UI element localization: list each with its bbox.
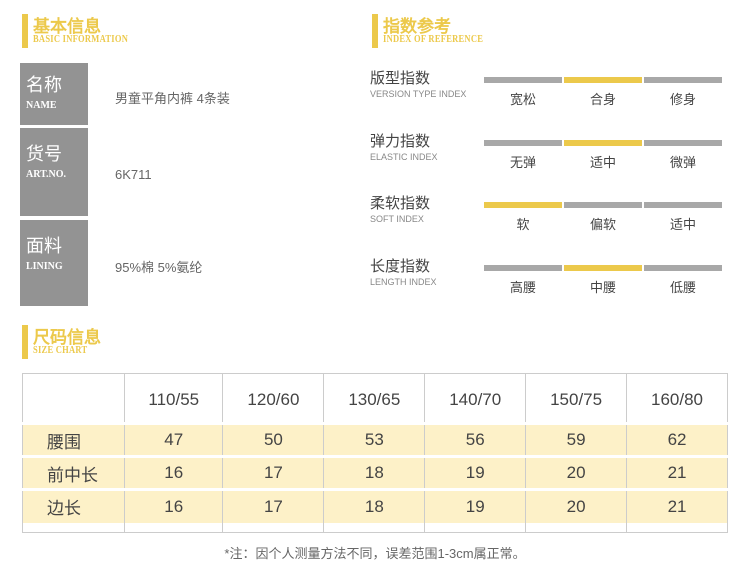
accent-bar	[372, 14, 378, 48]
size-header: 150/75	[525, 373, 627, 424]
art-no-value: 6K711	[115, 167, 152, 182]
index-segment	[644, 140, 722, 146]
index-label-en: VERSION TYPE INDEX	[370, 89, 467, 99]
spacer-row	[23, 522, 728, 533]
index-label: 弹力指数	[370, 133, 431, 150]
index-option: 适中	[589, 155, 616, 170]
cell: 53	[323, 422, 425, 457]
table-row: 前中长 16 17 18 19 20 21	[22, 455, 728, 490]
corner-cell	[23, 374, 125, 424]
index-label-en: SOFT INDEX	[370, 214, 424, 224]
accent-bar	[22, 325, 28, 359]
cell: 19	[424, 488, 526, 523]
size-header: 140/70	[424, 373, 526, 424]
cell: 19	[424, 455, 526, 490]
cell: 20	[525, 455, 627, 490]
index-segment	[564, 140, 642, 146]
index-segment	[484, 265, 562, 271]
cell: 16	[123, 455, 223, 490]
name-value: 男童平角内裤 4条装	[115, 91, 230, 106]
table-header-row: 110/55 120/60 130/65 140/70 150/75 160/80	[23, 373, 728, 424]
index-option: 软	[516, 217, 530, 232]
index-row: 长度指数 LENGTH INDEX 高腰 中腰 低腰	[370, 255, 730, 295]
index-row: 版型指数 VERSION TYPE INDEX 宽松 合身 修身	[370, 67, 730, 107]
lining-value: 95%棉 5%氨纶	[115, 260, 203, 275]
size-header: 130/65	[323, 373, 425, 424]
label-en: ART.NO.	[26, 169, 67, 180]
cell: 20	[525, 488, 627, 523]
index-label: 柔软指数	[370, 195, 431, 212]
accent-bar	[22, 14, 28, 48]
index-segment	[644, 202, 722, 208]
index-label: 长度指数	[370, 258, 431, 275]
cell: 16	[123, 488, 223, 523]
size-table: 110/55 120/60 130/65 140/70 150/75 160/80 腰围 4…	[22, 373, 728, 533]
index-option: 无弹	[509, 155, 536, 170]
section-title: 尺码信息	[33, 328, 101, 347]
index-option: 宽松	[509, 92, 536, 107]
lining-label: 面料 LINING	[20, 220, 88, 306]
index-segment	[564, 202, 642, 208]
row-label: 边长	[22, 488, 125, 523]
index-segment	[484, 202, 562, 208]
cell: 56	[424, 422, 526, 457]
index-segment	[564, 265, 642, 271]
size-header: 120/60	[222, 373, 324, 424]
index-label: 版型指数	[370, 70, 431, 87]
index-option: 低腰	[669, 280, 696, 295]
row-label: 腰围	[22, 422, 125, 457]
label-en: NAME	[26, 100, 57, 111]
table-row: 腰围 47 50 53 56 59 62	[22, 422, 728, 457]
index-option: 合身	[589, 92, 616, 107]
index-option: 适中	[669, 217, 696, 232]
index-segment	[644, 265, 722, 271]
index-label-en: LENGTH INDEX	[370, 277, 437, 287]
index-option: 修身	[669, 92, 696, 107]
index-row: 弹力指数 ELASTIC INDEX 无弹 适中 微弹	[370, 130, 730, 170]
section-subtitle: SIZE CHART	[33, 345, 88, 356]
index-option: 微弹	[669, 155, 696, 170]
index-segment	[644, 77, 722, 83]
index-option: 中腰	[589, 280, 616, 295]
label-zh: 名称	[26, 75, 62, 95]
section-title: 指数参考	[383, 17, 451, 36]
cell: 47	[123, 422, 223, 457]
index-segment	[484, 77, 562, 83]
index-segment	[564, 77, 642, 83]
cell: 18	[323, 455, 425, 490]
cell: 50	[222, 422, 324, 457]
cell: 17	[222, 488, 324, 523]
cell: 62	[626, 422, 728, 457]
label-en: LINING	[26, 261, 63, 272]
section-subtitle: BASIC INFORMATION	[33, 34, 129, 45]
section-subtitle: INDEX OF REFERENCE	[383, 34, 484, 45]
cell: 21	[626, 455, 728, 490]
cell: 17	[222, 455, 324, 490]
index-option: 偏软	[589, 217, 616, 232]
index-segment	[484, 140, 562, 146]
row-label: 前中长	[22, 455, 125, 490]
index-label-en: ELASTIC INDEX	[370, 152, 438, 162]
name-label: 名称 NAME	[20, 63, 88, 125]
cell: 59	[525, 422, 627, 457]
section-title: 基本信息	[33, 17, 101, 36]
art-no-label: 货号 ART.NO.	[20, 128, 88, 216]
label-zh: 面料	[26, 236, 62, 256]
label-zh: 货号	[26, 144, 62, 164]
cell: 21	[626, 488, 728, 523]
cell: 18	[323, 488, 425, 523]
table-row: 边长 16 17 18 19 20 21	[22, 488, 728, 523]
size-note: *注：因个人测量方法不同，误差范围1-3cm属正常。	[224, 546, 526, 561]
size-header: 160/80	[626, 373, 728, 424]
index-option: 高腰	[509, 280, 536, 295]
size-header: 110/55	[123, 373, 223, 424]
index-row: 柔软指数 SOFT INDEX 软 偏软 适中	[370, 192, 730, 232]
